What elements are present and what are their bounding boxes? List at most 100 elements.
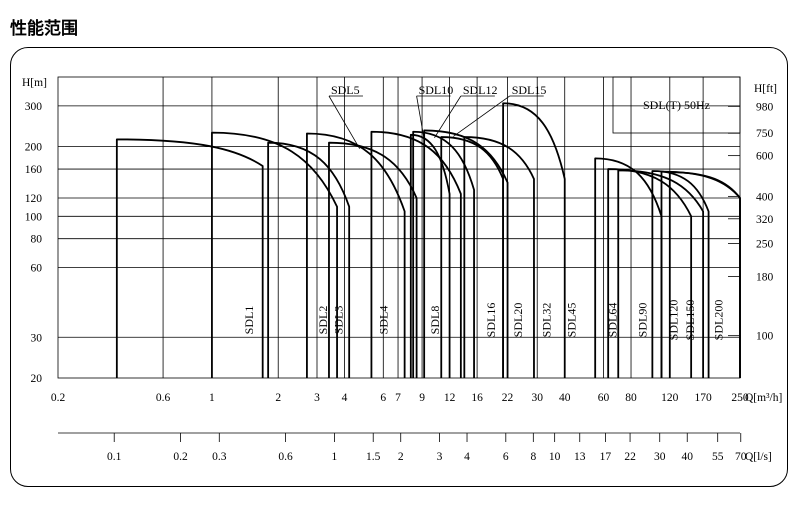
chart-frame: [10, 47, 788, 487]
leader-line: [328, 95, 360, 149]
series-label: SDL10: [419, 83, 454, 97]
curve-sdl90: [617, 169, 705, 378]
y2-tick-label: 250: [756, 239, 774, 251]
x-tick-label: 170: [694, 392, 712, 404]
x2-tick-label: 6: [503, 451, 509, 463]
x2-axis-label: Q[l/s]: [745, 451, 772, 463]
x-tick-label: 250: [731, 392, 749, 404]
x2-tick-label: 0.3: [212, 451, 227, 463]
y2-tick-label: 180: [756, 272, 774, 284]
x-axis-label: Q[m³/h]: [745, 392, 782, 404]
series-label: SDL1: [242, 306, 256, 335]
x-tick-label: 3: [314, 392, 320, 404]
series-label: SDL16: [484, 303, 498, 338]
x2-tick-label: 55: [712, 451, 724, 463]
x-tick-label: 0.6: [156, 392, 171, 404]
series-label: SDL150: [683, 300, 697, 341]
x-tick-label: 4: [342, 392, 348, 404]
curve-sdl20: [463, 136, 535, 378]
x-tick-label: 7: [395, 392, 401, 404]
curve-sdl15: [423, 129, 509, 378]
x-tick-label: 1: [209, 392, 215, 404]
page-title: 性能范围: [10, 19, 78, 39]
x2-tick-label: 13: [574, 451, 586, 463]
y-tick-label: 30: [31, 332, 43, 344]
title-box: [612, 76, 741, 134]
series-label: SDL2: [316, 306, 330, 335]
leader-line: [416, 95, 425, 141]
x2-tick-label: 30: [654, 451, 666, 463]
curve-sdl2: [211, 131, 338, 378]
series-label: SDL90: [635, 303, 649, 338]
x2-tick-label: 2: [398, 451, 404, 463]
x2-tick-label: 40: [681, 451, 693, 463]
curve-sdl64: [607, 168, 693, 378]
curve-sdl5: [328, 141, 418, 378]
x-tick-label: 2: [275, 392, 281, 404]
series-label: SDL200: [712, 300, 726, 341]
series-label: SDL5: [331, 83, 360, 97]
y-tick-label: 300: [25, 101, 43, 113]
x2-tick-label: 1.5: [366, 451, 381, 463]
y-tick-label: 20: [31, 373, 43, 385]
y-tick-label: 60: [31, 263, 43, 275]
curve-sdl120: [651, 170, 710, 378]
y2-tick-label: 750: [756, 128, 774, 140]
y2-tick-label: 600: [756, 151, 774, 163]
y-axis-label: H[m]: [22, 77, 47, 89]
curve-sdl32: [502, 102, 566, 378]
curve-sdl3: [267, 141, 351, 378]
x-tick-label: 30: [531, 392, 543, 404]
x2-tick-label: 8: [530, 451, 536, 463]
x-tick-label: 0.2: [51, 392, 66, 404]
curve-sdl150: [660, 170, 741, 378]
x2-tick-label: 3: [437, 451, 443, 463]
x-tick-label: 12: [444, 392, 456, 404]
y2-tick-label: 320: [756, 214, 774, 226]
curve-sdl45: [594, 157, 663, 378]
x-tick-label: 40: [559, 392, 571, 404]
x2-tick-label: 22: [624, 451, 636, 463]
curve-sdl8: [370, 130, 462, 378]
x2-tick-label: 4: [464, 451, 470, 463]
series-label: SDL4: [376, 306, 390, 335]
curve-sdl16: [440, 136, 505, 378]
curve-sdl4: [306, 132, 406, 378]
y-tick-label: 200: [25, 142, 43, 154]
y-tick-label: 100: [25, 211, 43, 223]
x2-tick-label: 1: [332, 451, 338, 463]
x2-tick-label: 70: [735, 451, 747, 463]
x2-tick-label: 0.2: [173, 451, 188, 463]
y-tick-label: 80: [31, 234, 43, 246]
x2-tick-label: 10: [549, 451, 561, 463]
curve-sdl12: [412, 130, 475, 378]
x-tick-label: 80: [625, 392, 637, 404]
y2-tick-label: 400: [756, 191, 774, 203]
x2-tick-label: 0.6: [278, 451, 293, 463]
leader-line: [453, 95, 510, 137]
x-tick-label: 16: [471, 392, 483, 404]
curve-sdl200: [668, 171, 741, 378]
x2-tick-label: 17: [600, 451, 612, 463]
x-tick-label: 120: [661, 392, 679, 404]
x-tick-label: 22: [502, 392, 514, 404]
x-tick-label: 9: [419, 392, 425, 404]
x-tick-label: 60: [598, 392, 610, 404]
series-label: SDL3: [331, 306, 345, 335]
series-label: SDL8: [428, 306, 442, 335]
series-label: SDL15: [512, 83, 547, 97]
series-label: SDL120: [667, 300, 681, 341]
series-label: SDL45: [565, 303, 579, 338]
y-tick-label: 160: [25, 164, 43, 176]
series-label: SDL64: [606, 303, 620, 338]
series-label: SDL20: [511, 303, 525, 338]
x2-tick-label: 0.1: [107, 451, 122, 463]
curve-sdl1: [115, 138, 264, 378]
series-label: SDL12: [463, 83, 498, 97]
chart-title: SDL(T) 50Hz: [643, 98, 710, 112]
series-label: SDL32: [539, 303, 553, 338]
y2-axis-label: H[ft]: [754, 83, 777, 95]
y2-tick-label: 980: [756, 101, 774, 113]
y2-tick-label: 100: [756, 331, 774, 343]
